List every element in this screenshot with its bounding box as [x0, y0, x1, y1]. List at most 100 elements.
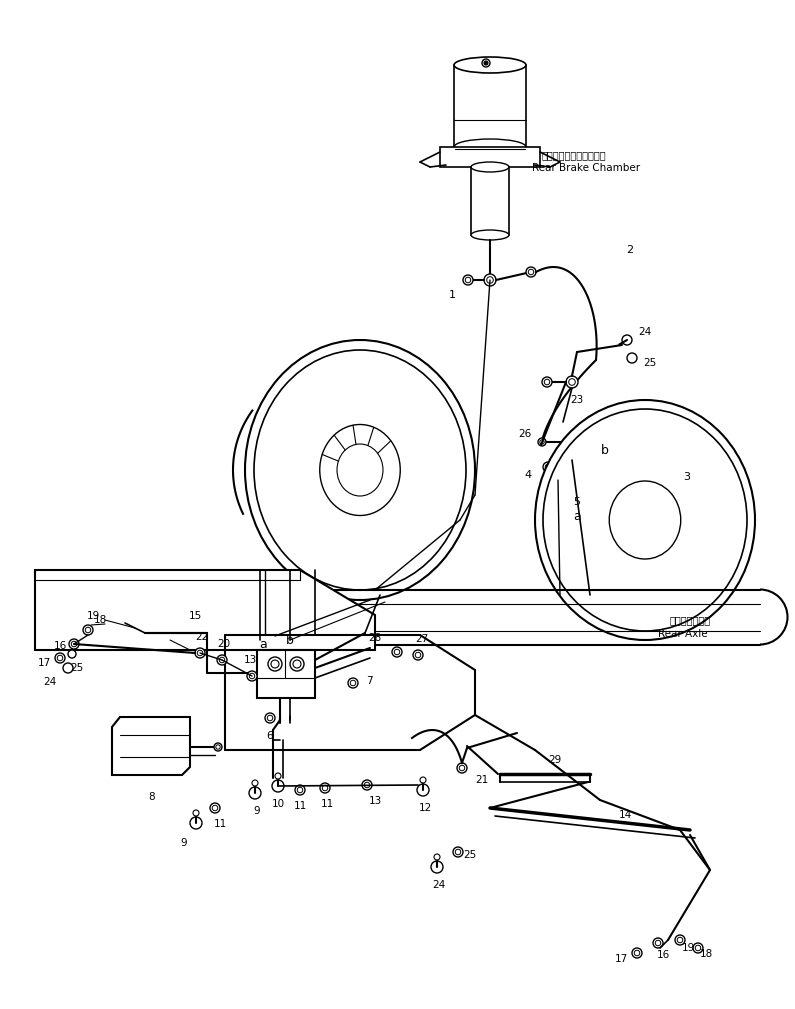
Text: b: b — [286, 634, 294, 647]
Text: 9: 9 — [180, 838, 188, 848]
Text: 18: 18 — [700, 949, 712, 959]
Circle shape — [581, 480, 589, 488]
Text: 25: 25 — [643, 358, 657, 368]
Text: 17: 17 — [37, 658, 51, 668]
Text: 24: 24 — [432, 880, 446, 890]
Circle shape — [267, 715, 273, 720]
Circle shape — [190, 817, 202, 829]
Circle shape — [348, 678, 358, 688]
Circle shape — [290, 657, 304, 671]
Ellipse shape — [254, 350, 466, 590]
Text: 9: 9 — [254, 806, 260, 816]
Circle shape — [632, 948, 642, 958]
Text: 1: 1 — [448, 290, 456, 300]
Circle shape — [431, 861, 443, 873]
Circle shape — [57, 655, 63, 661]
Circle shape — [566, 376, 578, 388]
Circle shape — [434, 854, 440, 860]
Text: リヤーブレーキチャンバ: リヤーブレーキチャンバ — [542, 150, 607, 160]
Circle shape — [250, 673, 254, 679]
Ellipse shape — [609, 481, 681, 559]
Bar — [257, 650, 315, 698]
Circle shape — [265, 713, 275, 723]
Circle shape — [210, 803, 220, 813]
Circle shape — [415, 652, 421, 658]
Text: 17: 17 — [615, 954, 627, 964]
Circle shape — [69, 639, 79, 649]
Text: 13: 13 — [368, 796, 382, 806]
Text: Rear Axle: Rear Axle — [658, 629, 708, 639]
Circle shape — [545, 464, 551, 470]
Text: 11: 11 — [293, 801, 307, 811]
Text: 24: 24 — [638, 327, 652, 337]
Text: 12: 12 — [418, 803, 432, 813]
Circle shape — [275, 773, 281, 779]
Text: 11: 11 — [213, 819, 227, 829]
Ellipse shape — [245, 340, 475, 600]
Text: 15: 15 — [188, 611, 202, 621]
Circle shape — [249, 787, 261, 799]
Text: 27: 27 — [415, 634, 429, 644]
Circle shape — [85, 628, 91, 633]
Circle shape — [627, 353, 637, 363]
Text: 4: 4 — [525, 470, 532, 480]
Circle shape — [217, 655, 227, 665]
Text: 21: 21 — [475, 775, 489, 785]
Text: 19: 19 — [87, 611, 99, 621]
Text: 28: 28 — [368, 633, 382, 643]
Circle shape — [463, 275, 473, 285]
Text: 22: 22 — [196, 632, 208, 642]
Text: a: a — [573, 511, 581, 524]
Circle shape — [63, 663, 73, 673]
Circle shape — [538, 438, 546, 446]
Ellipse shape — [454, 57, 526, 73]
Circle shape — [542, 377, 552, 387]
Ellipse shape — [337, 444, 383, 496]
Circle shape — [297, 787, 303, 793]
Circle shape — [215, 745, 220, 750]
Polygon shape — [35, 570, 375, 650]
Text: 19: 19 — [681, 943, 695, 952]
Circle shape — [83, 625, 93, 635]
Circle shape — [420, 777, 426, 783]
Text: 23: 23 — [570, 395, 584, 405]
Circle shape — [558, 453, 566, 461]
Circle shape — [219, 657, 225, 663]
Circle shape — [650, 464, 656, 470]
Polygon shape — [440, 147, 540, 167]
Circle shape — [655, 940, 661, 945]
Circle shape — [293, 660, 301, 668]
Circle shape — [212, 805, 218, 811]
Circle shape — [456, 850, 461, 855]
Circle shape — [252, 780, 258, 786]
Circle shape — [648, 462, 658, 472]
Circle shape — [197, 650, 203, 656]
Ellipse shape — [543, 409, 747, 631]
Text: 18: 18 — [93, 615, 107, 625]
Text: Rear Brake Chamber: Rear Brake Chamber — [532, 163, 640, 173]
Circle shape — [675, 935, 685, 945]
Text: a: a — [259, 638, 267, 651]
Circle shape — [622, 335, 632, 345]
Text: b: b — [601, 444, 609, 456]
Circle shape — [487, 276, 494, 284]
Circle shape — [526, 267, 536, 277]
Text: 13: 13 — [243, 655, 257, 665]
Text: 14: 14 — [619, 810, 631, 820]
Text: 16: 16 — [657, 950, 669, 960]
Text: リヤーアクスル: リヤーアクスル — [670, 615, 711, 625]
Circle shape — [653, 938, 663, 948]
Circle shape — [457, 763, 467, 773]
Circle shape — [482, 59, 490, 67]
Circle shape — [72, 642, 77, 647]
Text: 11: 11 — [320, 799, 334, 809]
Circle shape — [195, 648, 205, 658]
Text: 10: 10 — [271, 799, 285, 809]
Circle shape — [675, 465, 679, 469]
Circle shape — [295, 785, 305, 795]
Polygon shape — [112, 717, 190, 775]
Circle shape — [272, 780, 284, 792]
Text: 20: 20 — [218, 639, 231, 649]
Text: 3: 3 — [684, 472, 691, 482]
Circle shape — [320, 783, 330, 793]
